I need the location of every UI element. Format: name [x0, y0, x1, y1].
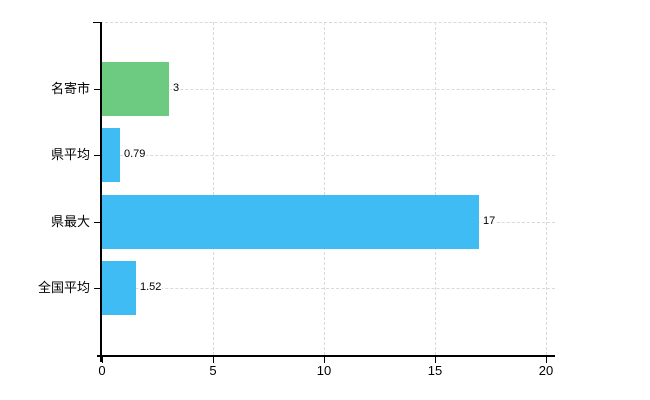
bar	[102, 195, 479, 249]
plot-top-gridline	[100, 22, 546, 23]
x-tick-label: 15	[427, 363, 443, 378]
x-gridline	[213, 22, 214, 355]
bar-value-label: 0.79	[123, 147, 147, 162]
bar	[102, 261, 136, 315]
x-axis-tick	[213, 355, 214, 363]
category-label: 県最大	[50, 214, 90, 229]
y-axis-line	[100, 22, 102, 362]
x-axis-tick	[102, 355, 103, 363]
bar-value-label: 1.52	[139, 280, 163, 295]
x-gridline	[435, 22, 436, 355]
bar-value-label: 17	[482, 214, 497, 229]
y-axis-tick	[94, 155, 100, 156]
category-label: 県平均	[50, 147, 90, 162]
x-axis-tick	[435, 355, 436, 363]
y-axis-tick	[94, 89, 100, 90]
x-axis-tick	[324, 355, 325, 363]
category-gridline	[100, 155, 555, 156]
y-axis-tick	[94, 288, 100, 289]
x-axis-tick	[546, 355, 547, 363]
x-tick-label: 5	[209, 363, 217, 378]
category-gridline	[100, 89, 555, 90]
category-label: 名寄市	[50, 81, 90, 96]
x-gridline	[324, 22, 325, 355]
category-gridline	[100, 288, 555, 289]
x-gridline	[546, 22, 547, 355]
bar-value-label: 3	[172, 81, 181, 96]
x-tick-label: 10	[316, 363, 332, 378]
x-tick-label: 20	[538, 363, 554, 378]
x-axis-line	[97, 355, 555, 357]
y-axis-tick	[94, 222, 100, 223]
bar	[102, 128, 120, 182]
y-axis-top-tick	[93, 22, 100, 23]
x-tick-label: 0	[98, 363, 106, 378]
category-label: 全国平均	[37, 280, 90, 295]
bar	[102, 62, 169, 116]
